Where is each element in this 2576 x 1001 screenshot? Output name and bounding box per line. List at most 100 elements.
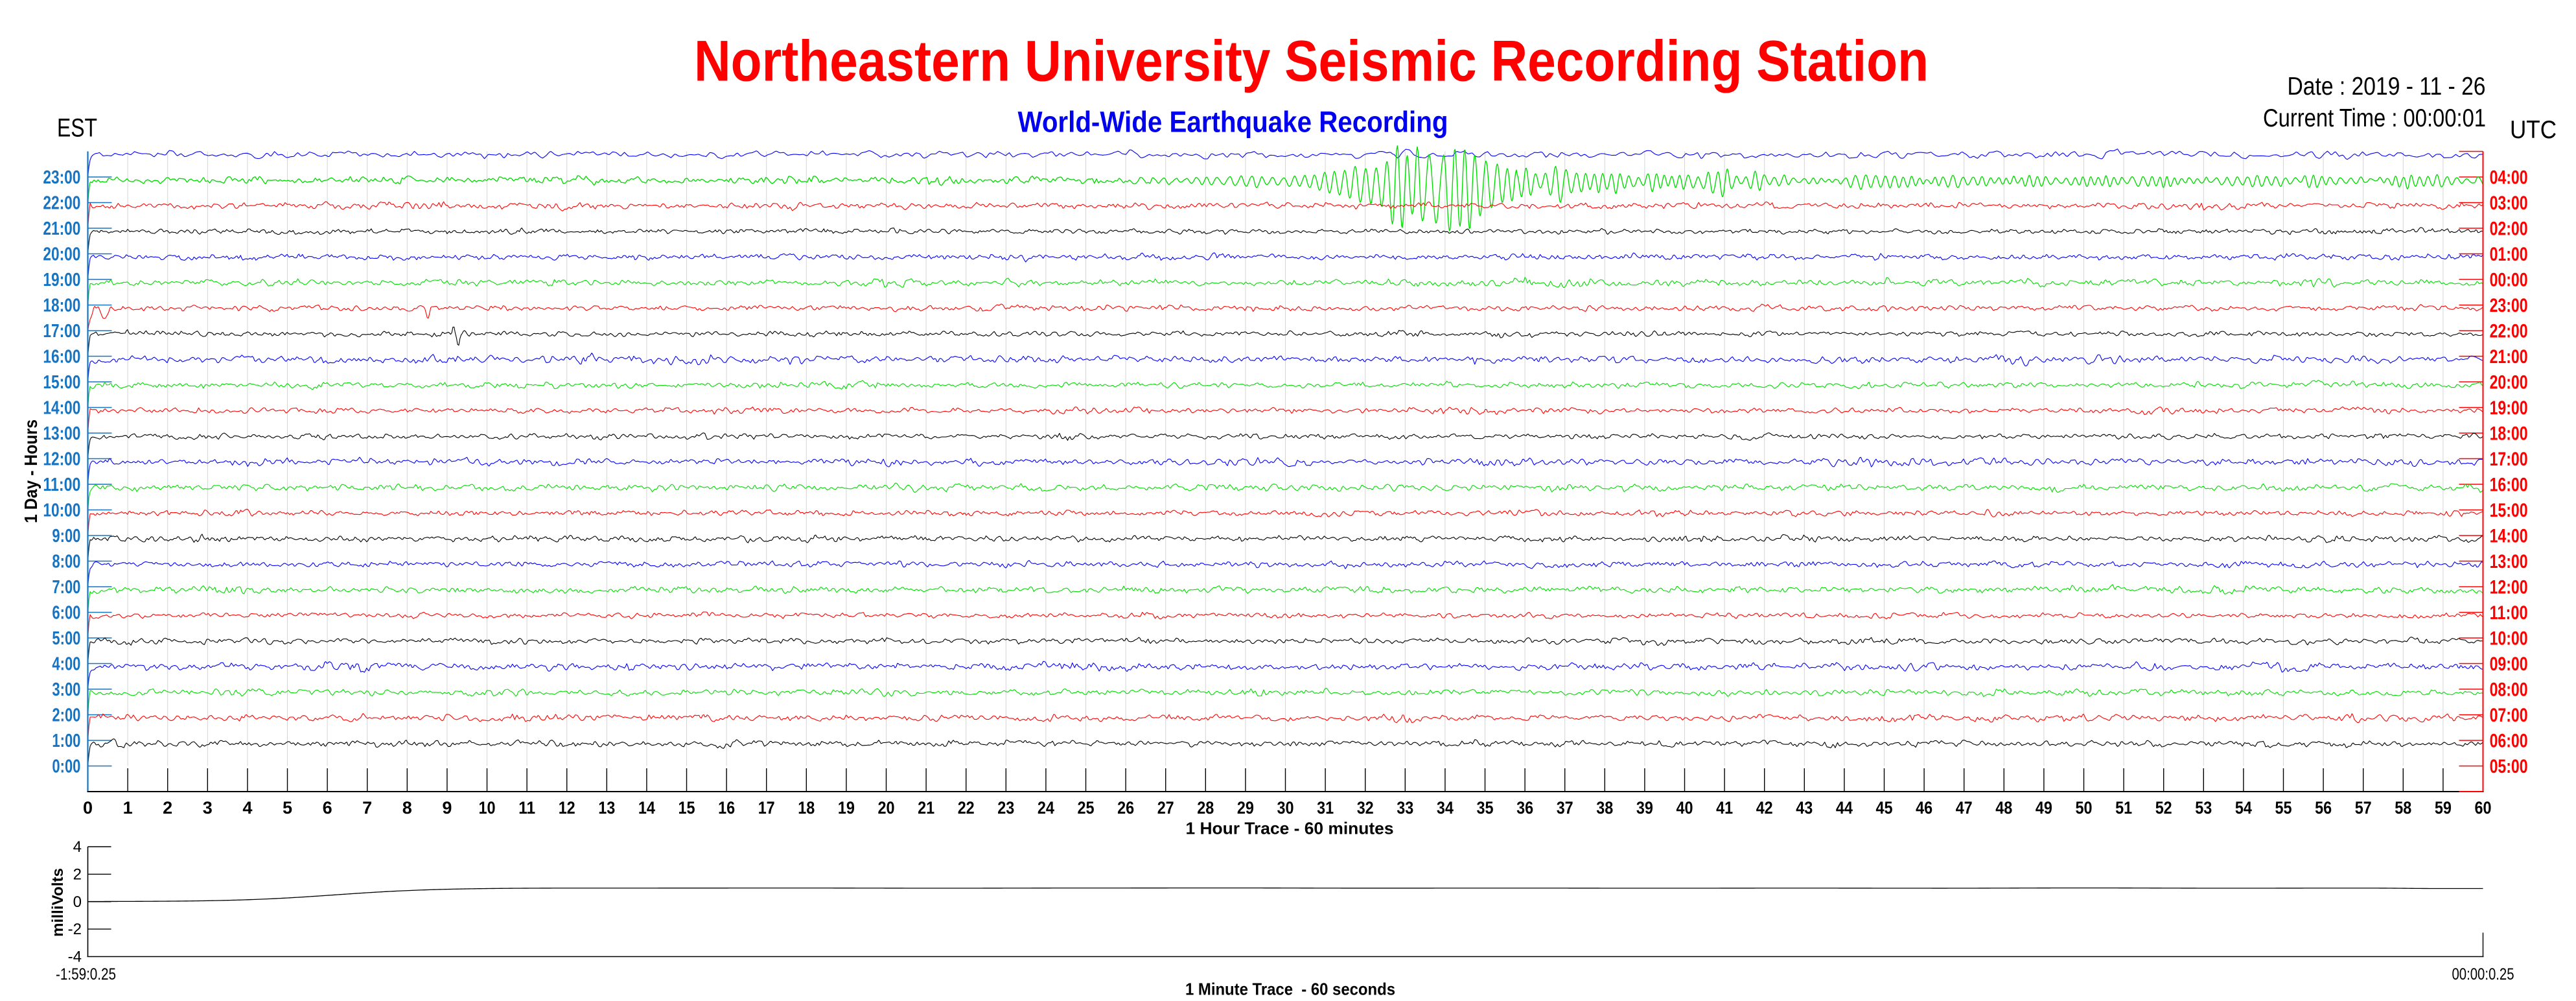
svg-text:37: 37 [1557, 798, 1573, 818]
svg-text:13:00: 13:00 [43, 423, 80, 444]
svg-text:8:00: 8:00 [52, 552, 80, 572]
svg-text:13: 13 [598, 798, 615, 818]
svg-text:34: 34 [1437, 798, 1454, 818]
svg-text:60: 60 [2475, 798, 2492, 818]
svg-text:00:00: 00:00 [2490, 270, 2528, 291]
svg-text:11: 11 [518, 798, 535, 818]
svg-text:07:00: 07:00 [2490, 705, 2528, 726]
svg-text:5: 5 [283, 798, 292, 818]
svg-text:44: 44 [1836, 798, 1853, 818]
svg-text:19:00: 19:00 [43, 270, 80, 290]
svg-text:4:00: 4:00 [52, 654, 80, 675]
svg-text:Date : 2019 - 11 - 26: Date : 2019 - 11 - 26 [2288, 73, 2486, 100]
svg-text:40: 40 [1677, 798, 1693, 818]
svg-text:51: 51 [2115, 798, 2132, 818]
svg-text:18:00: 18:00 [43, 296, 80, 316]
svg-text:12:00: 12:00 [43, 449, 80, 470]
svg-text:48: 48 [1995, 798, 2012, 818]
svg-text:6:00: 6:00 [52, 603, 80, 624]
svg-text:42: 42 [1756, 798, 1773, 818]
svg-text:18:00: 18:00 [2490, 423, 2528, 445]
svg-text:1 Hour Trace - 60 minutes: 1 Hour Trace - 60 minutes [1186, 819, 1394, 838]
svg-text:11:00: 11:00 [2490, 602, 2528, 624]
svg-text:10:00: 10:00 [2490, 628, 2528, 650]
svg-text:12: 12 [559, 798, 575, 818]
svg-text:49: 49 [2036, 798, 2052, 818]
svg-text:41: 41 [1716, 798, 1733, 818]
svg-text:53: 53 [2195, 798, 2212, 818]
svg-text:4: 4 [73, 838, 82, 856]
svg-text:16:00: 16:00 [43, 347, 80, 368]
svg-text:36: 36 [1516, 798, 1533, 818]
svg-text:-1:59:0.25: -1:59:0.25 [56, 965, 116, 983]
svg-text:14: 14 [638, 798, 655, 818]
svg-text:17: 17 [758, 798, 775, 818]
svg-text:World-Wide Earthquake Recordin: World-Wide Earthquake Recording [1018, 106, 1448, 139]
svg-text:38: 38 [1596, 798, 1613, 818]
svg-text:0:00: 0:00 [52, 757, 80, 777]
svg-text:5:00: 5:00 [52, 628, 80, 649]
svg-text:15:00: 15:00 [43, 372, 80, 393]
svg-text:12:00: 12:00 [2490, 577, 2528, 598]
svg-text:06:00: 06:00 [2490, 731, 2528, 752]
svg-text:15: 15 [679, 798, 695, 818]
svg-text:Current Time : 00:00:01: Current Time : 00:00:01 [2263, 104, 2486, 132]
svg-text:55: 55 [2275, 798, 2292, 818]
svg-text:02:00: 02:00 [2490, 218, 2528, 240]
svg-text:1: 1 [123, 798, 133, 818]
svg-text:01:00: 01:00 [2490, 244, 2528, 265]
svg-text:10:00: 10:00 [43, 500, 80, 521]
svg-text:UTC: UTC [2510, 116, 2557, 144]
svg-text:2:00: 2:00 [52, 705, 80, 726]
svg-text:2: 2 [73, 866, 82, 883]
svg-text:57: 57 [2355, 798, 2372, 818]
svg-text:0: 0 [83, 798, 93, 818]
svg-text:-2: -2 [68, 921, 82, 938]
svg-text:21:00: 21:00 [2490, 346, 2528, 368]
svg-text:22:00: 22:00 [2490, 321, 2528, 342]
svg-text:17:00: 17:00 [43, 321, 80, 342]
svg-text:14:00: 14:00 [2490, 526, 2528, 547]
svg-text:9:00: 9:00 [52, 526, 80, 547]
svg-text:04:00: 04:00 [2490, 167, 2528, 189]
svg-text:23: 23 [997, 798, 1014, 818]
svg-text:10: 10 [479, 798, 496, 818]
svg-text:00:00:0.25: 00:00:0.25 [2452, 965, 2514, 983]
svg-text:7: 7 [362, 798, 372, 818]
svg-text:59: 59 [2435, 798, 2452, 818]
svg-text:1 Minute Trace - 60 seconds: 1 Minute Trace - 60 seconds [1185, 980, 1395, 999]
svg-text:15:00: 15:00 [2490, 500, 2528, 521]
svg-text:27: 27 [1157, 798, 1174, 818]
svg-text:2: 2 [163, 798, 172, 818]
svg-text:3: 3 [203, 798, 213, 818]
svg-text:20: 20 [878, 798, 895, 818]
svg-text:17:00: 17:00 [2490, 449, 2528, 470]
svg-text:50: 50 [2076, 798, 2093, 818]
svg-text:47: 47 [1956, 798, 1973, 818]
svg-text:1:00: 1:00 [52, 731, 80, 751]
svg-text:58: 58 [2395, 798, 2411, 818]
svg-text:4: 4 [242, 798, 252, 818]
svg-text:18: 18 [798, 798, 815, 818]
svg-text:23:00: 23:00 [43, 167, 80, 188]
svg-text:3:00: 3:00 [52, 679, 80, 700]
svg-text:52: 52 [2155, 798, 2172, 818]
svg-text:6: 6 [323, 798, 332, 818]
svg-text:11:00: 11:00 [43, 475, 80, 495]
svg-text:05:00: 05:00 [2490, 756, 2528, 777]
svg-text:29: 29 [1237, 798, 1254, 818]
svg-text:13:00: 13:00 [2490, 551, 2528, 572]
svg-text:16:00: 16:00 [2490, 475, 2528, 496]
svg-text:28: 28 [1197, 798, 1214, 818]
svg-text:03:00: 03:00 [2490, 193, 2528, 214]
svg-text:16: 16 [718, 798, 735, 818]
svg-text:7:00: 7:00 [52, 577, 80, 598]
svg-text:33: 33 [1397, 798, 1413, 818]
svg-text:43: 43 [1796, 798, 1813, 818]
svg-text:22:00: 22:00 [43, 193, 80, 214]
svg-text:26: 26 [1117, 798, 1134, 818]
svg-text:35: 35 [1477, 798, 1494, 818]
svg-text:20:00: 20:00 [43, 244, 80, 265]
svg-text:31: 31 [1317, 798, 1334, 818]
svg-text:1 Day - Hours: 1 Day - Hours [21, 419, 41, 523]
